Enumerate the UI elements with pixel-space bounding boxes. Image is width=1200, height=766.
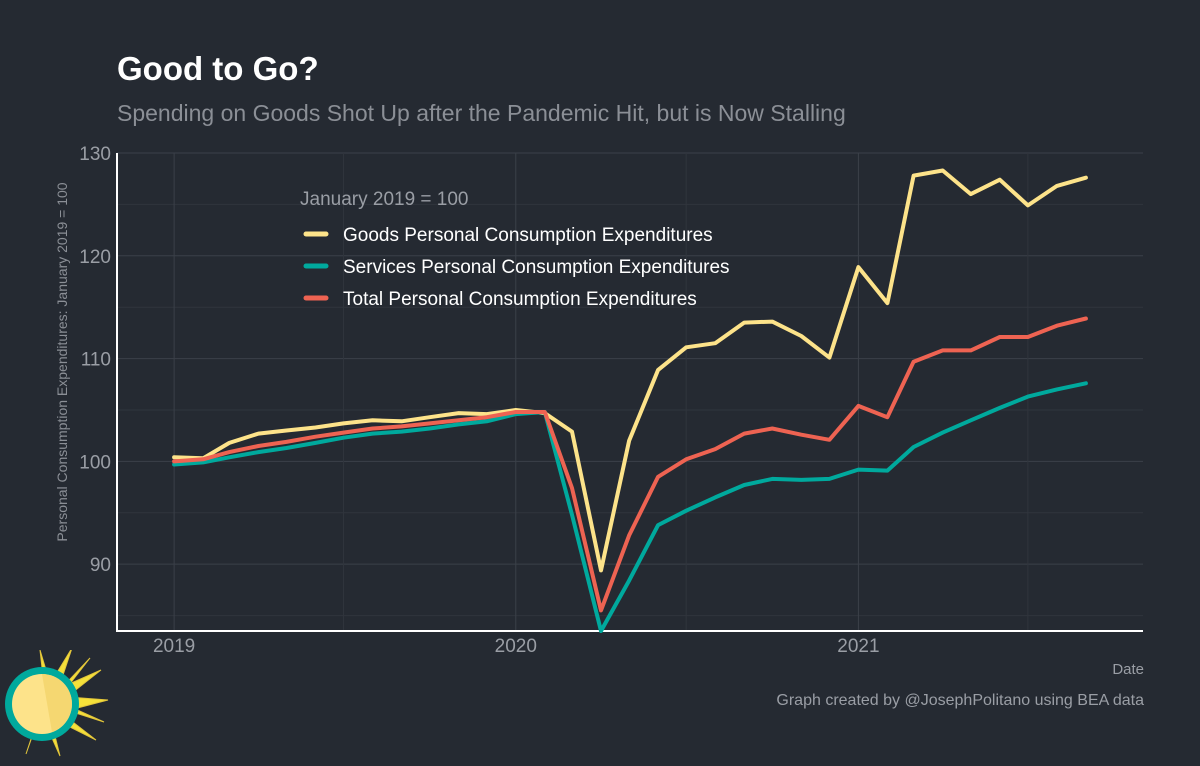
y-tick-label: 120: [79, 247, 111, 268]
legend-label: Services Personal Consumption Expenditur…: [343, 257, 730, 278]
x-axis-label: Date: [1112, 661, 1144, 678]
legend-label: Goods Personal Consumption Expenditures: [343, 225, 713, 246]
grid-lines: [117, 152, 1143, 631]
y-tick-label: 90: [90, 555, 111, 576]
chart-subtitle: Spending on Goods Shot Up after the Pand…: [117, 100, 846, 126]
y-tick-label: 130: [79, 144, 111, 165]
legend-title: January 2019 = 100: [300, 189, 469, 210]
y-tick-label: 110: [81, 350, 111, 371]
chart-title: Good to Go?: [117, 50, 319, 87]
source-credit: Graph created by @JosephPolitano using B…: [776, 692, 1144, 709]
sun-logo-icon: [5, 650, 109, 757]
series-lines: [172, 168, 1088, 633]
series-line-2: [172, 381, 1088, 633]
series-line-3: [172, 316, 1088, 613]
legend-label: Total Personal Consumption Expenditures: [343, 289, 697, 310]
x-tick-label: 2019: [153, 636, 195, 657]
y-axis-label: Personal Consumption Expenditures: Janua…: [54, 182, 70, 541]
y-tick-label: 100: [79, 452, 111, 473]
x-tick-label: 2021: [837, 636, 879, 657]
x-tick-label: 2020: [495, 636, 537, 657]
axes: 90 100 110 120 130 2019 2020 2021: [79, 144, 1143, 657]
legend: January 2019 = 100 Goods Personal Consump…: [300, 189, 730, 310]
series-line-1: [172, 168, 1088, 573]
